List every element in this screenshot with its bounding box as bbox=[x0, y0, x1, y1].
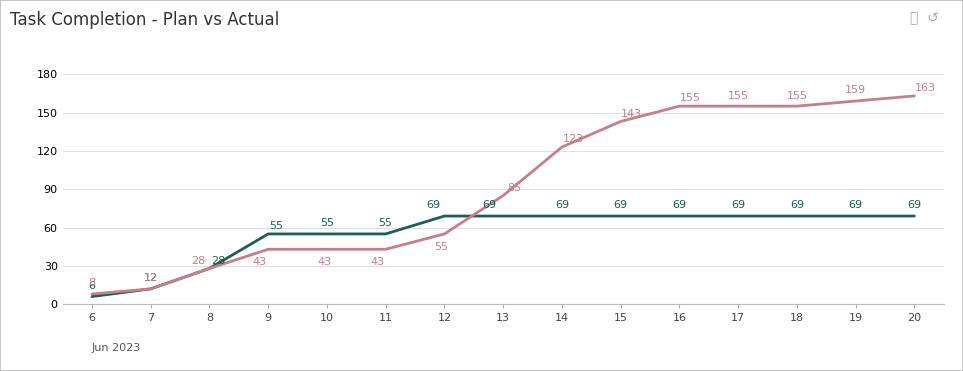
Text: 85: 85 bbox=[508, 183, 521, 193]
Text: 55: 55 bbox=[434, 242, 449, 252]
Text: 43: 43 bbox=[371, 257, 384, 267]
Text: 155: 155 bbox=[787, 91, 807, 101]
Text: ⤡  ↺: ⤡ ↺ bbox=[910, 11, 939, 25]
Text: 123: 123 bbox=[562, 134, 584, 144]
Text: 69: 69 bbox=[907, 200, 922, 210]
Text: 55: 55 bbox=[378, 219, 393, 229]
Text: 55: 55 bbox=[320, 219, 334, 229]
Text: Task Completion - Plan vs Actual: Task Completion - Plan vs Actual bbox=[10, 11, 279, 29]
Text: 143: 143 bbox=[621, 109, 642, 119]
Text: 155: 155 bbox=[728, 91, 748, 101]
Text: 69: 69 bbox=[427, 200, 440, 210]
Text: 69: 69 bbox=[482, 200, 496, 210]
Text: 43: 43 bbox=[317, 257, 331, 267]
Text: 155: 155 bbox=[680, 93, 701, 104]
Text: 69: 69 bbox=[790, 200, 804, 210]
Text: 28: 28 bbox=[192, 256, 205, 266]
Text: 159: 159 bbox=[846, 85, 866, 95]
Text: 12: 12 bbox=[143, 273, 158, 283]
Text: 43: 43 bbox=[253, 257, 267, 267]
Text: 163: 163 bbox=[915, 83, 936, 93]
Text: 69: 69 bbox=[731, 200, 745, 210]
Text: 69: 69 bbox=[555, 200, 569, 210]
Text: Jun 2023: Jun 2023 bbox=[92, 343, 142, 353]
Text: 12: 12 bbox=[143, 273, 158, 283]
Text: 6: 6 bbox=[89, 281, 95, 291]
Text: 28: 28 bbox=[211, 256, 225, 266]
Text: 8: 8 bbox=[89, 279, 95, 288]
Text: 55: 55 bbox=[270, 221, 283, 231]
Text: 69: 69 bbox=[613, 200, 628, 210]
Text: 69: 69 bbox=[848, 200, 863, 210]
Text: 69: 69 bbox=[672, 200, 687, 210]
